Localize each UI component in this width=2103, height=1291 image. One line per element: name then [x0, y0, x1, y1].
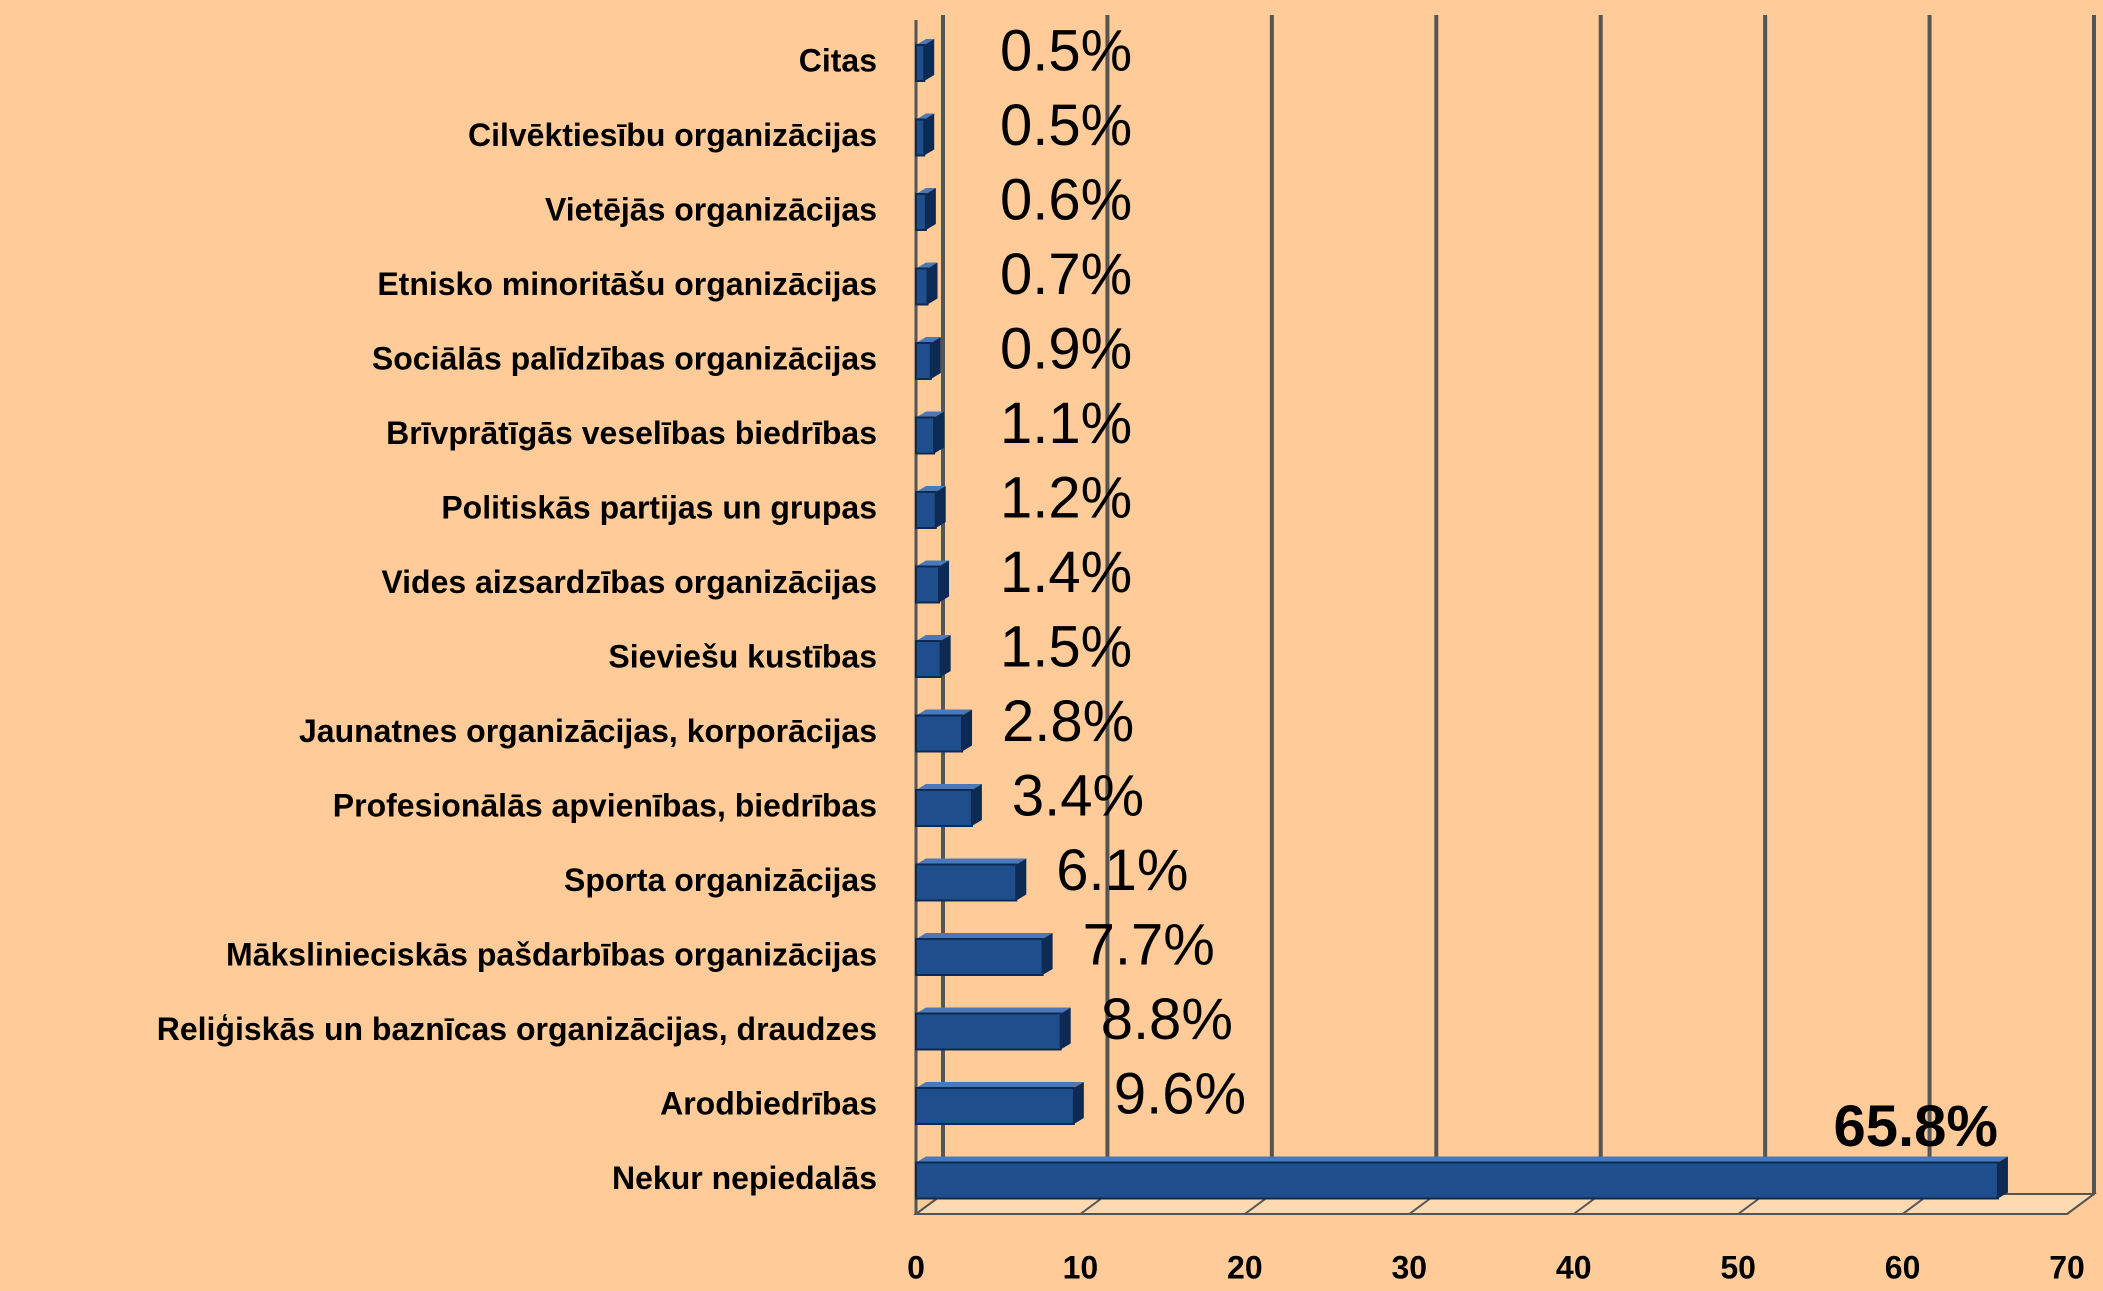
bar [915, 714, 964, 753]
bar-top [916, 39, 935, 45]
bar [915, 863, 1018, 902]
x-tick-label: 0 [907, 1249, 925, 1285]
data-label: 1.1% [1000, 391, 1132, 456]
x-tick-label: 40 [1556, 1249, 1592, 1285]
y-tick-label: Sporta organizācijas [564, 862, 877, 898]
bar-end [971, 784, 982, 826]
y-tick-label: Vides aizsardzības organizācijas [381, 564, 877, 600]
bar-top [916, 486, 946, 492]
x-tick-label: 30 [1391, 1249, 1427, 1285]
bar-top [916, 560, 950, 567]
data-label: 3.4% [1012, 763, 1144, 828]
bar-end [962, 709, 973, 752]
bar [915, 789, 973, 827]
y-tick-label: Arodbiedrības [660, 1085, 877, 1121]
data-label: 2.8% [1002, 689, 1134, 754]
bar-end [924, 39, 935, 81]
bar-top [916, 858, 1027, 865]
bar [915, 44, 926, 82]
bar-end [939, 560, 950, 603]
bar [915, 416, 936, 455]
bar-top [916, 1007, 1071, 1014]
bar [915, 1012, 1062, 1051]
bar-end [924, 113, 935, 156]
x-tick-label: 70 [2049, 1249, 2085, 1285]
y-tick-label: Brīvprātīgās veselības biedrības [386, 415, 877, 451]
bar-top [916, 113, 935, 120]
bar [915, 267, 929, 306]
y-tick-label: Nekur nepiedalās [612, 1160, 877, 1196]
bar-end [934, 411, 945, 454]
grid-line [2066, 1193, 2095, 1215]
bar [915, 118, 926, 157]
bar-end [1016, 858, 1027, 901]
bar-top [916, 635, 951, 641]
bar [915, 640, 942, 678]
bar [915, 565, 941, 604]
bar-end [1073, 1082, 1084, 1124]
x-tick-label: 10 [1063, 1249, 1099, 1285]
data-label: 1.5% [1000, 614, 1132, 679]
bar-top [916, 1156, 2008, 1163]
y-tick-label: Etnisko minoritāšu organizācijas [377, 266, 877, 302]
x-tick-label: 20 [1227, 1249, 1263, 1285]
data-label: 6.1% [1056, 838, 1188, 903]
y-tick-label: Sociālās palīdzības organizācijas [372, 340, 877, 376]
data-label: 0.9% [1000, 316, 1132, 381]
data-label: 8.8% [1101, 987, 1233, 1052]
y-tick-label: Jaunatnes organizācijas, korporācijas [299, 713, 877, 749]
data-label: 1.2% [1000, 465, 1132, 530]
bar-end [1042, 933, 1053, 975]
bar-top [916, 262, 938, 269]
bar-top [916, 933, 1053, 939]
bar-end [925, 188, 936, 230]
y-tick-label: Mākslinieciskās pašdarbības organizācija… [226, 936, 877, 972]
data-label: 1.4% [1000, 540, 1132, 605]
data-label: 0.6% [1000, 167, 1132, 232]
data-label: 7.7% [1083, 912, 1215, 977]
y-tick-label: Reliģiskās un baznīcas organizācijas, dr… [157, 1011, 877, 1047]
data-label: 9.6% [1114, 1061, 1246, 1126]
y-tick-label: Citas [799, 42, 877, 78]
y-tick-label: Cilvēktiesību organizācijas [468, 117, 877, 153]
bar-top [916, 188, 936, 194]
bar-top [916, 411, 945, 418]
bar [915, 1161, 1999, 1200]
x-tick-label: 50 [1720, 1249, 1756, 1285]
y-tick-label: Vietējās organizācijas [545, 191, 877, 227]
bar-top [916, 709, 973, 716]
data-label: 0.7% [1000, 242, 1132, 307]
data-label: 0.5% [1000, 18, 1132, 83]
bar-top [916, 1082, 1084, 1088]
bar-top [916, 337, 941, 343]
y-tick-label: Politiskās partijas un grupas [441, 489, 877, 525]
bar [915, 342, 932, 380]
bar-end [940, 635, 951, 677]
bar-end [927, 262, 938, 305]
bar [915, 491, 937, 529]
data-label: 65.8% [1833, 1094, 1997, 1159]
y-tick-label: Profesionālās apvienības, biedrības [333, 787, 877, 823]
data-label: 0.5% [1000, 93, 1132, 158]
bar [915, 193, 927, 231]
bar-end [935, 486, 946, 528]
bar [915, 938, 1044, 976]
bar-end [1060, 1007, 1071, 1050]
bar-top [916, 784, 982, 790]
bar [915, 1087, 1075, 1125]
x-tick-label: 60 [1885, 1249, 1921, 1285]
bar-end [1997, 1156, 2008, 1199]
bar-end [930, 337, 941, 379]
y-tick-label: Sieviešu kustības [608, 638, 877, 674]
